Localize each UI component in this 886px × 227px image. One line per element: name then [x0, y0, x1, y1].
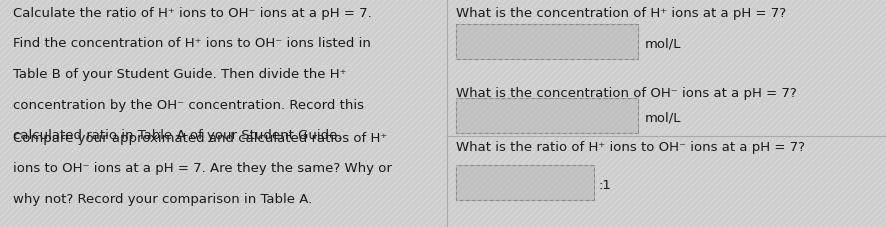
Text: mol/L: mol/L [645, 38, 681, 51]
Text: why not? Record your comparison in Table A.: why not? Record your comparison in Table… [13, 193, 313, 206]
Text: Table B of your Student Guide. Then divide the H⁺: Table B of your Student Guide. Then divi… [13, 68, 346, 81]
FancyBboxPatch shape [456, 24, 638, 59]
Text: What is the concentration of H⁺ ions at a pH = 7?: What is the concentration of H⁺ ions at … [456, 7, 787, 20]
Text: Compare your approximated and calculated ratios of H⁺: Compare your approximated and calculated… [13, 132, 387, 145]
Text: What is the ratio of H⁺ ions to OH⁻ ions at a pH = 7?: What is the ratio of H⁺ ions to OH⁻ ions… [456, 141, 805, 154]
Text: :1: :1 [599, 178, 612, 192]
Text: Find the concentration of H⁺ ions to OH⁻ ions listed in: Find the concentration of H⁺ ions to OH⁻… [13, 37, 371, 50]
Text: calculated ratio in Table A of your Student Guide.: calculated ratio in Table A of your Stud… [13, 129, 342, 142]
Text: ions to OH⁻ ions at a pH = 7. Are they the same? Why or: ions to OH⁻ ions at a pH = 7. Are they t… [13, 162, 392, 175]
Text: Calculate the ratio of H⁺ ions to OH⁻ ions at a pH = 7.: Calculate the ratio of H⁺ ions to OH⁻ io… [13, 7, 372, 20]
FancyBboxPatch shape [456, 165, 594, 200]
Text: mol/L: mol/L [645, 111, 681, 125]
FancyBboxPatch shape [456, 98, 638, 133]
Text: What is the concentration of OH⁻ ions at a pH = 7?: What is the concentration of OH⁻ ions at… [456, 87, 797, 100]
Text: concentration by the OH⁻ concentration. Record this: concentration by the OH⁻ concentration. … [13, 99, 364, 112]
